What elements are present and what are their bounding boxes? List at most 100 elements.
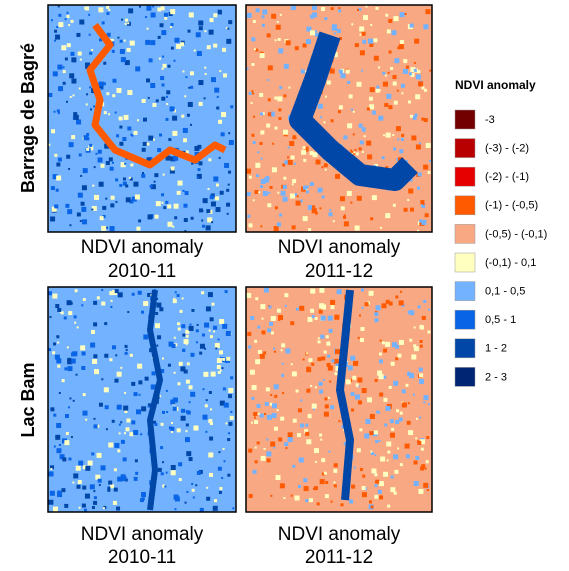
map-pixel <box>111 196 115 200</box>
map-pixel <box>286 40 291 45</box>
map-pixel <box>312 404 317 409</box>
map-pixel <box>353 151 355 153</box>
map-pixel <box>410 208 414 212</box>
map-pixel <box>303 159 306 162</box>
map-pixel <box>331 359 334 362</box>
map-pixel <box>106 92 109 95</box>
legend-label: (-1) - (-0,5) <box>485 200 538 212</box>
map-pixel <box>206 487 208 489</box>
map-pixel <box>292 135 296 139</box>
map-pixel <box>339 105 343 109</box>
map-pixel <box>393 16 398 21</box>
map-pixel <box>390 419 394 423</box>
map-pixel <box>94 424 98 428</box>
map-pixel <box>253 412 257 416</box>
map-pixel <box>374 318 378 322</box>
map-pixel <box>321 316 326 321</box>
map-pixel <box>91 452 94 455</box>
map-pixel <box>57 365 60 368</box>
map-pixel <box>86 103 88 105</box>
map-pixel <box>174 372 176 374</box>
map-pixel <box>360 338 364 342</box>
map-pixel <box>139 6 141 8</box>
legend-label: (-0,5) - (-0,1) <box>485 228 547 240</box>
map-pixel <box>120 367 122 369</box>
map-pixel <box>320 291 322 293</box>
map-pixel <box>290 194 295 199</box>
map-pixel <box>271 113 274 116</box>
map-pixel <box>161 423 164 426</box>
map-pixel <box>93 301 97 305</box>
map-pixel <box>162 411 165 414</box>
map-pixel <box>140 433 142 435</box>
map-pixel <box>216 106 219 109</box>
map-pixel <box>370 87 375 92</box>
map-pixel <box>327 81 331 85</box>
map-pixel <box>91 330 95 334</box>
map-pixel <box>206 209 210 213</box>
map-pixel <box>141 406 146 411</box>
legend: -3(-3) - (-2)(-2) - (-1)(-1) - (-0,5)(-0… <box>455 110 547 386</box>
map-pixel <box>353 133 355 135</box>
map-pixel <box>314 448 319 453</box>
map-pixel <box>98 150 102 154</box>
map-pixel <box>227 474 230 477</box>
map-pixel <box>170 427 174 431</box>
map-pixel <box>117 405 122 410</box>
map-pixel <box>291 155 295 159</box>
map-pixel <box>248 346 251 349</box>
map-pixel <box>315 461 317 463</box>
map-pixel <box>387 29 391 33</box>
map-pixel <box>53 507 58 512</box>
map-pixel <box>409 339 412 342</box>
map-pixel <box>174 60 176 62</box>
map-pixel <box>91 49 93 51</box>
map-pixel <box>93 418 95 420</box>
map-pixel <box>261 179 266 184</box>
map-pixel <box>142 172 144 174</box>
map-pixel <box>70 52 74 56</box>
map-pixel <box>394 470 398 474</box>
map-pixel <box>372 111 376 115</box>
map-pixel <box>82 352 86 356</box>
map-pixel <box>119 116 123 120</box>
map-pixel <box>70 96 72 98</box>
map-pixel <box>321 166 323 168</box>
map-pixel <box>61 45 66 50</box>
map-pixel <box>379 352 382 355</box>
map-pixel <box>420 326 424 330</box>
map-pixel <box>382 303 387 308</box>
map-pixel <box>177 294 180 297</box>
map-pixel <box>174 495 179 500</box>
map-pixel <box>213 44 217 48</box>
map-pixel <box>162 461 164 463</box>
map-pixel <box>161 97 165 101</box>
map-pixel <box>183 128 188 133</box>
map-pixel <box>322 195 325 198</box>
map-pixel <box>94 166 96 168</box>
map-pixel <box>356 152 359 155</box>
map-pixel <box>417 187 420 190</box>
map-pixel <box>178 462 182 466</box>
map-pixel <box>115 201 117 203</box>
map-pixel <box>107 487 110 490</box>
map-pixel <box>413 344 416 347</box>
map-pixel <box>126 427 130 431</box>
map-pixel <box>127 90 132 95</box>
map-pixel <box>141 174 145 178</box>
map-pixel <box>255 447 257 449</box>
map-pixel <box>276 25 281 30</box>
map-pixel <box>201 291 204 294</box>
map-pixel <box>272 413 277 418</box>
map-pixel <box>310 309 314 313</box>
map-pixel <box>411 135 416 140</box>
map-pixel <box>64 316 67 319</box>
map-pixel <box>270 394 272 396</box>
map-pixel <box>296 390 299 393</box>
map-pixel <box>187 411 191 415</box>
map-pixel <box>321 304 326 309</box>
map-pixel <box>75 289 78 292</box>
map-pixel <box>128 8 133 13</box>
map-pixel <box>283 130 288 135</box>
map-pixel <box>356 385 358 387</box>
